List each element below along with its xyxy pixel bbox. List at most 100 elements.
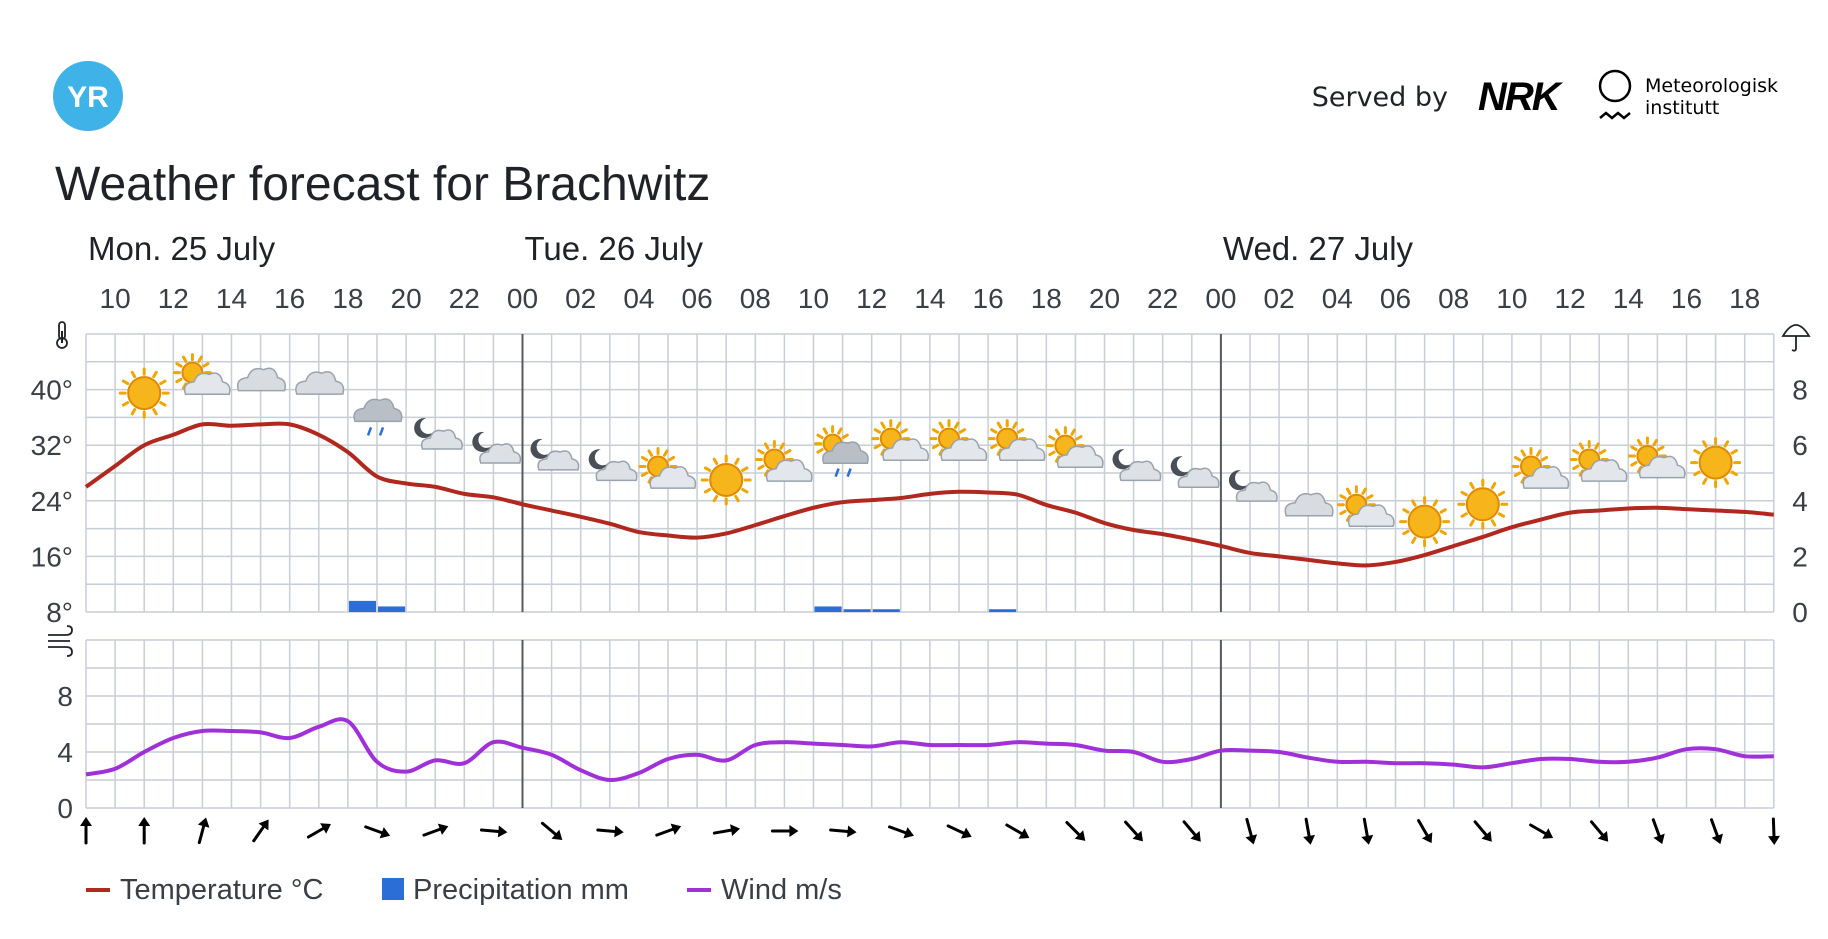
sun-disc [1698, 445, 1733, 480]
legend-precipitation-label: Precipitation mm [413, 874, 629, 906]
met-logo[interactable]: Meteorologisk institutt [1598, 69, 1778, 120]
hour-tick-label: 20 [1089, 283, 1120, 314]
hour-tick-label: 06 [1380, 283, 1411, 314]
hour-tick-label: 10 [1496, 283, 1527, 314]
wind-tick-label: 0 [57, 793, 73, 824]
weather-symbol-partly-cloudy-night-icon [472, 431, 522, 464]
arrow-head [379, 827, 391, 839]
weather-symbol-partly-cloudy-day-icon [871, 419, 930, 462]
cloud-shape [649, 466, 697, 489]
moon-shape [1228, 470, 1248, 491]
arrow-shaft [1529, 823, 1550, 837]
arrow-head [197, 817, 210, 828]
sun-ray [181, 355, 188, 363]
arrow-head [614, 825, 624, 838]
wind-direction-arrow-icon [1473, 820, 1492, 842]
sun-ray [895, 421, 902, 429]
weather-symbol-partly-cloudy-day-icon [1569, 440, 1628, 482]
weather-symbol-partly-cloudy-day-icon [638, 446, 697, 489]
sun-ray [1497, 490, 1506, 497]
precipitation-tick-label: 6 [1792, 430, 1808, 461]
arrow-shaft [1771, 817, 1776, 841]
arrow-head [903, 827, 914, 839]
sun-ray [1730, 449, 1738, 455]
arrow-head [1653, 833, 1665, 845]
sun-ray [1460, 490, 1468, 497]
day-labels: Mon. 25 July Tue. 26 July Wed. 27 July [88, 230, 1414, 267]
sun-ray [1630, 445, 1638, 452]
moon-shape [530, 438, 550, 459]
hour-tick-label: 16 [1671, 283, 1702, 314]
legend-precipitation-swatch [382, 878, 404, 900]
nrk-logo[interactable]: NRK [1478, 75, 1566, 119]
sun-ray [640, 455, 649, 462]
sun-ray [1361, 487, 1367, 495]
sun-ray [931, 428, 940, 434]
axis-labels: 40° 32° 24° 16° 8° 8 6 4 2 0 8 4 0 [31, 375, 1808, 824]
moon-shape [588, 449, 608, 470]
legend-temperature[interactable]: Temperature °C [86, 874, 323, 906]
hour-tick-label: 12 [856, 283, 887, 314]
sun-ray [841, 433, 849, 440]
hour-tick-label: 10 [798, 283, 829, 314]
wind-direction-arrow-icon [1245, 817, 1258, 845]
arrow-shaft [1709, 818, 1720, 841]
cloud-shape [1638, 455, 1686, 479]
wind-direction-arrow-icon [1709, 818, 1723, 845]
arrow-shaft [1362, 817, 1370, 841]
sun-disc [709, 462, 744, 497]
hour-tick-label: 18 [332, 283, 363, 314]
weather-symbol-partly-cloudy-day-icon [987, 419, 1046, 462]
arrow-shaft [1182, 820, 1199, 839]
wind-direction-arrow-icon [1124, 820, 1143, 842]
sun-disc [127, 376, 162, 411]
sun-ray [763, 442, 770, 450]
sun-ray [757, 464, 765, 471]
met-logo-line2: institutt [1645, 97, 1719, 119]
yr-logo[interactable]: YR [53, 61, 123, 131]
precipitation-bar [348, 600, 376, 612]
hour-tick-label: 08 [1438, 283, 1469, 314]
sun-ray [1723, 477, 1730, 485]
arrow-shaft [1473, 820, 1490, 839]
sun-ray [1520, 449, 1526, 457]
precipitation-bar [989, 609, 1017, 612]
sun-ray [873, 443, 882, 450]
sun-ray [1693, 470, 1701, 477]
sun-ray [1469, 519, 1475, 527]
precipitation-bar [814, 606, 842, 612]
rain-drop [846, 468, 852, 478]
cloud-shape [236, 367, 287, 392]
sun-ray [1339, 509, 1347, 516]
met-logo-circle [1598, 69, 1632, 103]
hour-tick-label: 14 [1613, 283, 1644, 314]
sun-ray [663, 449, 669, 457]
wind-tick-label: 8 [57, 681, 73, 712]
arrow-head [670, 823, 682, 835]
sun-disc [1407, 504, 1442, 539]
met-logo-line1: Meteorologisk [1645, 75, 1778, 97]
sun-ray [703, 466, 712, 472]
arrow-shaft [1651, 818, 1662, 841]
day-label: Tue. 26 July [525, 230, 704, 267]
weather-symbol-partly-cloudy-day-icon [929, 419, 988, 462]
legend-precipitation[interactable]: Precipitation mm [382, 874, 629, 906]
arrow-head [1303, 834, 1315, 845]
cloud-shape [479, 443, 522, 464]
sun-ray [1598, 449, 1607, 455]
weather-symbol-cloudy-icon [1284, 492, 1334, 517]
arrow-head [960, 827, 972, 839]
sun-ray [1075, 435, 1083, 441]
sun-ray [1402, 529, 1410, 536]
weather-symbol-clear-day-icon [1690, 437, 1742, 489]
arrow-shaft [1065, 821, 1083, 839]
cloud-shape [765, 459, 813, 482]
sun-ray [202, 362, 210, 368]
legend-wind[interactable]: Wind m/s [687, 874, 842, 906]
wind-direction-arrow-icon [80, 817, 92, 845]
cloud-shape [1235, 481, 1278, 502]
sun-ray [121, 379, 130, 386]
hour-tick-label: 02 [565, 283, 596, 314]
weather-symbol-cloudy-icon [295, 371, 345, 395]
hour-tick-label: 16 [274, 283, 305, 314]
